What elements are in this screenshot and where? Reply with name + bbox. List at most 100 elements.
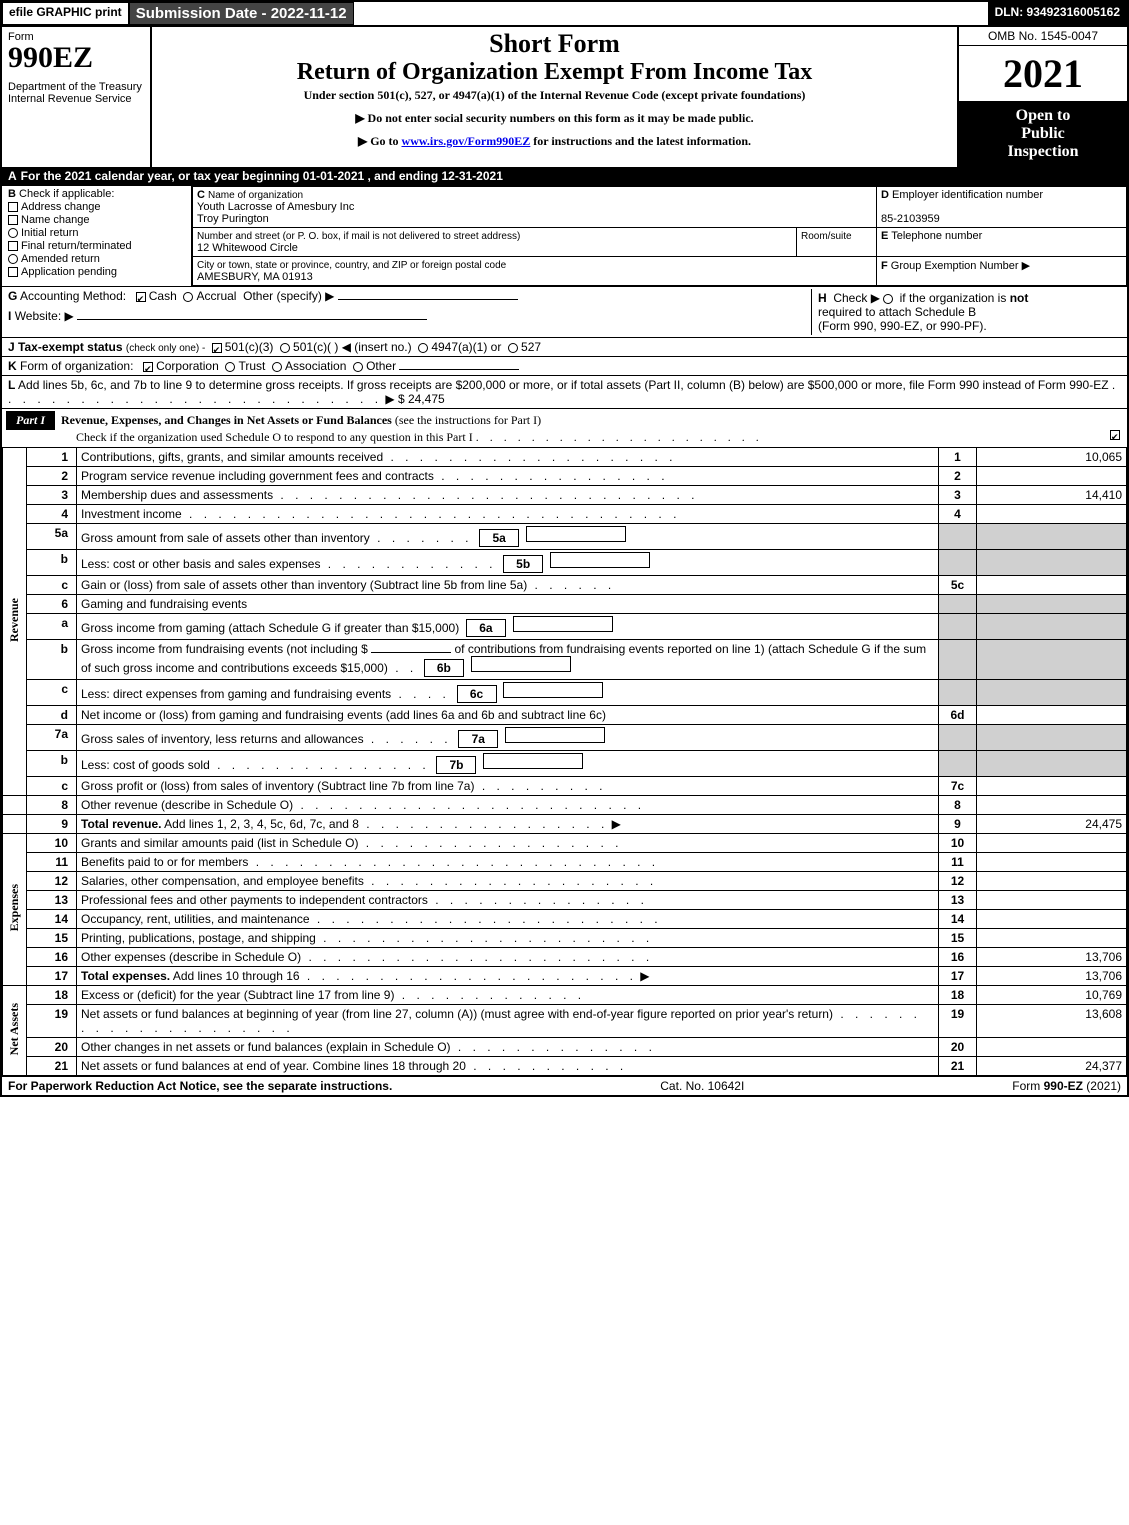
line-19-amount: 13,608 [977,1005,1127,1038]
checkbox-schedule-o[interactable] [1110,430,1120,440]
street-label: Number and street (or P. O. box, if mail… [197,231,520,242]
radio-schedule-b[interactable] [883,294,893,304]
opt-name-change: Name change [21,214,90,226]
checkbox-501c3[interactable] [212,343,222,353]
radio-527[interactable] [508,343,518,353]
line-14-text: Occupancy, rent, utilities, and maintena… [81,912,310,926]
open-to-public-badge: Open to Public Inspection [959,101,1127,167]
opt-other-org: Other [366,359,396,373]
footer-right: Form 990-EZ (2021) [1012,1079,1121,1093]
part-1-label: Part I [6,411,55,430]
line-8-text: Other revenue (describe in Schedule O) [81,798,293,812]
group-exemption-label: Group Exemption Number ▶ [891,260,1030,272]
opt-501c3: 501(c)(3) [225,340,274,354]
tax-year: 2021 [959,45,1127,101]
line-17-amount: 13,706 [977,967,1127,986]
irs-link[interactable]: www.irs.gov/Form990EZ [402,134,531,148]
radio-trust[interactable] [225,362,235,372]
part-1-paren: (see the instructions for Part I) [395,413,541,427]
section-c: C Name of organization Youth Lacrosse of… [192,186,1127,286]
form-of-org-label: Form of organization: [20,359,133,373]
line-6c-text: Less: direct expenses from gaming and fu… [81,687,391,701]
opt-amended-return: Amended return [21,253,100,265]
short-form-title: Short Form [158,29,951,59]
radio-other-org[interactable] [353,362,363,372]
input-7a[interactable] [505,727,605,743]
line-5c-text: Gain or (loss) from sale of assets other… [81,578,527,592]
line-12-amount [977,872,1127,891]
box-6a: 6a [466,619,506,637]
note-goto-suffix: for instructions and the latest informat… [533,134,751,148]
line-19-text: Net assets or fund balances at beginning… [81,1007,833,1021]
revenue-vlabel: Revenue [7,598,22,642]
org-name: Youth Lacrosse of Amesbury Inc [197,201,354,213]
radio-amended-return[interactable] [8,254,18,264]
section-a-text: For the 2021 calendar year, or tax year … [21,169,503,183]
gross-receipts-amount: $ 24,475 [398,392,445,406]
line-21-text: Net assets or fund balances at end of ye… [81,1059,466,1073]
input-7b[interactable] [483,753,583,769]
box-5b: 5b [503,555,543,573]
subtitle: Under section 501(c), 527, or 4947(a)(1)… [158,88,951,103]
footer-catno: Cat. No. 10642I [660,1079,744,1093]
opt-4947a1: 4947(a)(1) or [431,340,501,354]
line-7b-text: Less: cost of goods sold [81,758,210,772]
line-7a-text: Gross sales of inventory, less returns a… [81,732,364,746]
opt-corporation: Corporation [156,359,219,373]
opt-trust: Trust [238,359,265,373]
radio-association[interactable] [272,362,282,372]
line-13-text: Professional fees and other payments to … [81,893,428,907]
city-value: AMESBURY, MA 01913 [197,271,313,283]
care-of: Troy Purington [197,213,269,225]
input-6c[interactable] [503,682,603,698]
line-18-amount: 10,769 [977,986,1127,1005]
form-header: Form 990EZ Department of the Treasury In… [2,25,1127,167]
radio-4947a1[interactable] [418,343,428,353]
line-21-amount: 24,377 [977,1057,1127,1076]
box-5a: 5a [479,529,519,547]
expenses-vlabel: Expenses [7,884,22,931]
part-1-table: Revenue 1 Contributions, gifts, grants, … [2,447,1127,1076]
checkbox-final-return[interactable] [8,241,18,251]
opt-cash: Cash [149,289,177,303]
checkbox-name-change[interactable] [8,215,18,225]
line-6d-amount [977,706,1127,725]
checkbox-application-pending[interactable] [8,267,18,277]
ein-label: Employer identification number [892,189,1043,201]
other-org-input[interactable] [399,369,519,370]
phone-label: Telephone number [891,230,982,242]
checkbox-address-change[interactable] [8,202,18,212]
tax-exempt-label: Tax-exempt status [18,340,122,354]
radio-501c[interactable] [280,343,290,353]
checkbox-corporation[interactable] [143,362,153,372]
input-5b[interactable] [550,552,650,568]
website-input[interactable] [77,319,427,320]
line-1-text: Contributions, gifts, grants, and simila… [81,450,383,464]
org-name-label: Name of organization [208,190,303,201]
opt-final-return: Final return/terminated [21,240,132,252]
input-6b[interactable] [471,656,571,672]
line-9-amount: 24,475 [977,815,1127,834]
dln-label: DLN: 93492316005162 [988,2,1127,25]
footer-left: For Paperwork Reduction Act Notice, see … [8,1079,392,1093]
omb-number: OMB No. 1545-0047 [959,27,1127,45]
opt-application-pending: Application pending [21,266,117,278]
other-specify-input[interactable] [338,299,518,300]
input-6a[interactable] [513,616,613,632]
input-6b-contrib[interactable] [371,652,451,653]
checkbox-cash[interactable] [136,292,146,302]
radio-accrual[interactable] [183,292,193,302]
input-5a[interactable] [526,526,626,542]
box-6c: 6c [457,685,497,703]
line-13-amount [977,891,1127,910]
line-5b-text: Less: cost or other basis and sales expe… [81,557,320,571]
note-goto-prefix: ▶ Go to [358,134,399,148]
line-7c-amount [977,777,1127,796]
line-10-text: Grants and similar amounts paid (list in… [81,836,358,850]
street-address: 12 Whitewood Circle [197,242,298,254]
opt-501c: 501(c)( ) ◀ (insert no.) [293,340,412,354]
radio-initial-return[interactable] [8,228,18,238]
line-5a-text: Gross amount from sale of assets other t… [81,531,370,545]
line-15-amount [977,929,1127,948]
line-5c-amount [977,576,1127,595]
